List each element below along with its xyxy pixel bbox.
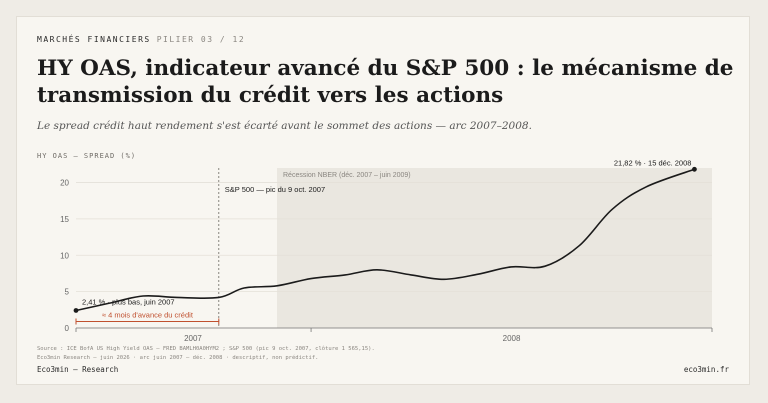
kicker-section: MARCHÉS FINANCIERS xyxy=(37,35,151,44)
x-tick-2008: 2008 xyxy=(503,334,521,343)
end-point xyxy=(692,166,697,172)
chart-card: MARCHÉS FINANCIERS PILIER 03 / 12 HY OAS,… xyxy=(16,16,750,385)
start-label: 2,41 % · plus bas, juin 2007 xyxy=(82,297,175,306)
y-axis-label: HY OAS — SPREAD (%) xyxy=(37,152,137,160)
x-tick-2007: 2007 xyxy=(184,334,202,343)
page-title: HY OAS, indicateur avancé du S&P 500 : l… xyxy=(37,56,734,108)
y-tick-15: 15 xyxy=(60,215,69,224)
y-tick-20: 20 xyxy=(60,179,69,188)
y-tick-10: 10 xyxy=(60,251,69,260)
sp500-peak-label: S&P 500 — pic du 9 oct. 2007 xyxy=(225,185,325,194)
page-subtitle: Le spread crédit haut rendement s'est éc… xyxy=(37,120,532,132)
kicker-pillar: PILIER 03 / 12 xyxy=(156,35,246,44)
y-tick-5: 5 xyxy=(65,288,70,297)
source-line-2: Eco3min Research — juin 2026 · arc juin … xyxy=(37,355,319,361)
end-label: 21,82 % · 15 déc. 2008 xyxy=(614,158,692,167)
recession-label: Récession NBER (déc. 2007 – juin 2009) xyxy=(283,172,411,179)
footer-brand: Eco3min — Research xyxy=(37,365,119,374)
kicker: MARCHÉS FINANCIERS PILIER 03 / 12 xyxy=(37,35,245,44)
hy-oas-series-line xyxy=(75,168,695,312)
start-point xyxy=(73,308,79,313)
lead-label: ≈ 4 mois d'avance du crédit xyxy=(102,310,194,319)
chart-svg: Récession NBER (déc. 2007 – juin 2009) 0 5… xyxy=(60,158,713,343)
source-note: Source : ICE BofA US High Yield OAS — FR… xyxy=(37,345,375,363)
source-line-1: Source : ICE BofA US High Yield OAS — FR… xyxy=(37,346,375,352)
recession-band xyxy=(277,168,712,328)
footer-site: eco3min.fr xyxy=(683,365,729,374)
y-tick-0: 0 xyxy=(65,324,70,333)
